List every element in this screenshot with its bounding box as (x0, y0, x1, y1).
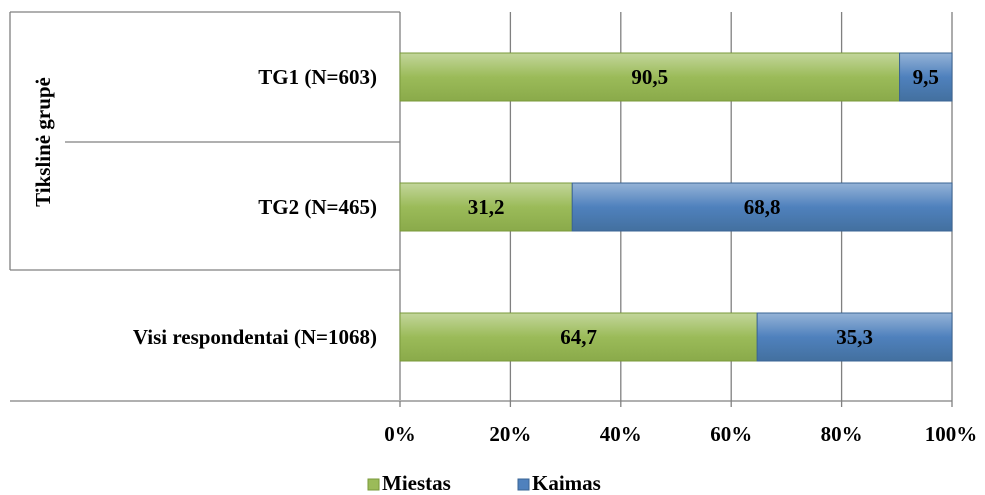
legend: Miestas Kaimas (367, 471, 601, 495)
legend-label-kaimas: Kaimas (532, 471, 601, 495)
bar-kaimas (899, 52, 953, 102)
x-tick-label: 80% (821, 422, 863, 446)
axis-group-label: Tikslinė grupė (31, 77, 55, 207)
x-tick-label: 40% (600, 422, 642, 446)
bar-miestas (399, 52, 901, 102)
x-tick-label: 60% (710, 422, 752, 446)
bar-kaimas (571, 182, 953, 232)
x-tick-label: 20% (489, 422, 531, 446)
category-label: Visi respondentai (N=1068) (133, 325, 377, 349)
data-label: 90,5 (631, 65, 668, 89)
bar-labels: 90,5 9,5 31,2 68,8 64,7 35,3 (468, 65, 939, 349)
data-label: 9,5 (913, 65, 939, 89)
data-label: 31,2 (468, 195, 505, 219)
x-tick-labels: 0% 20% 40% 60% 80% 100% (384, 422, 977, 446)
x-tick-label: 0% (384, 422, 416, 446)
bar-kaimas (756, 312, 953, 362)
category-labels: TG1 (N=603) TG2 (N=465) Visi respondentai … (133, 65, 377, 349)
legend-swatch-kaimas (517, 478, 530, 491)
data-label: 35,3 (836, 325, 873, 349)
bar-miestas (399, 182, 573, 232)
data-label: 68,8 (744, 195, 781, 219)
category-label: TG2 (N=465) (258, 195, 377, 219)
category-axis-frame (9, 11, 952, 402)
category-label: TG1 (N=603) (258, 65, 377, 89)
legend-label-miestas: Miestas (382, 471, 451, 495)
data-label: 64,7 (560, 325, 597, 349)
legend-swatch-miestas (367, 478, 380, 491)
bars (399, 52, 953, 362)
x-tick-label: 100% (925, 422, 978, 446)
